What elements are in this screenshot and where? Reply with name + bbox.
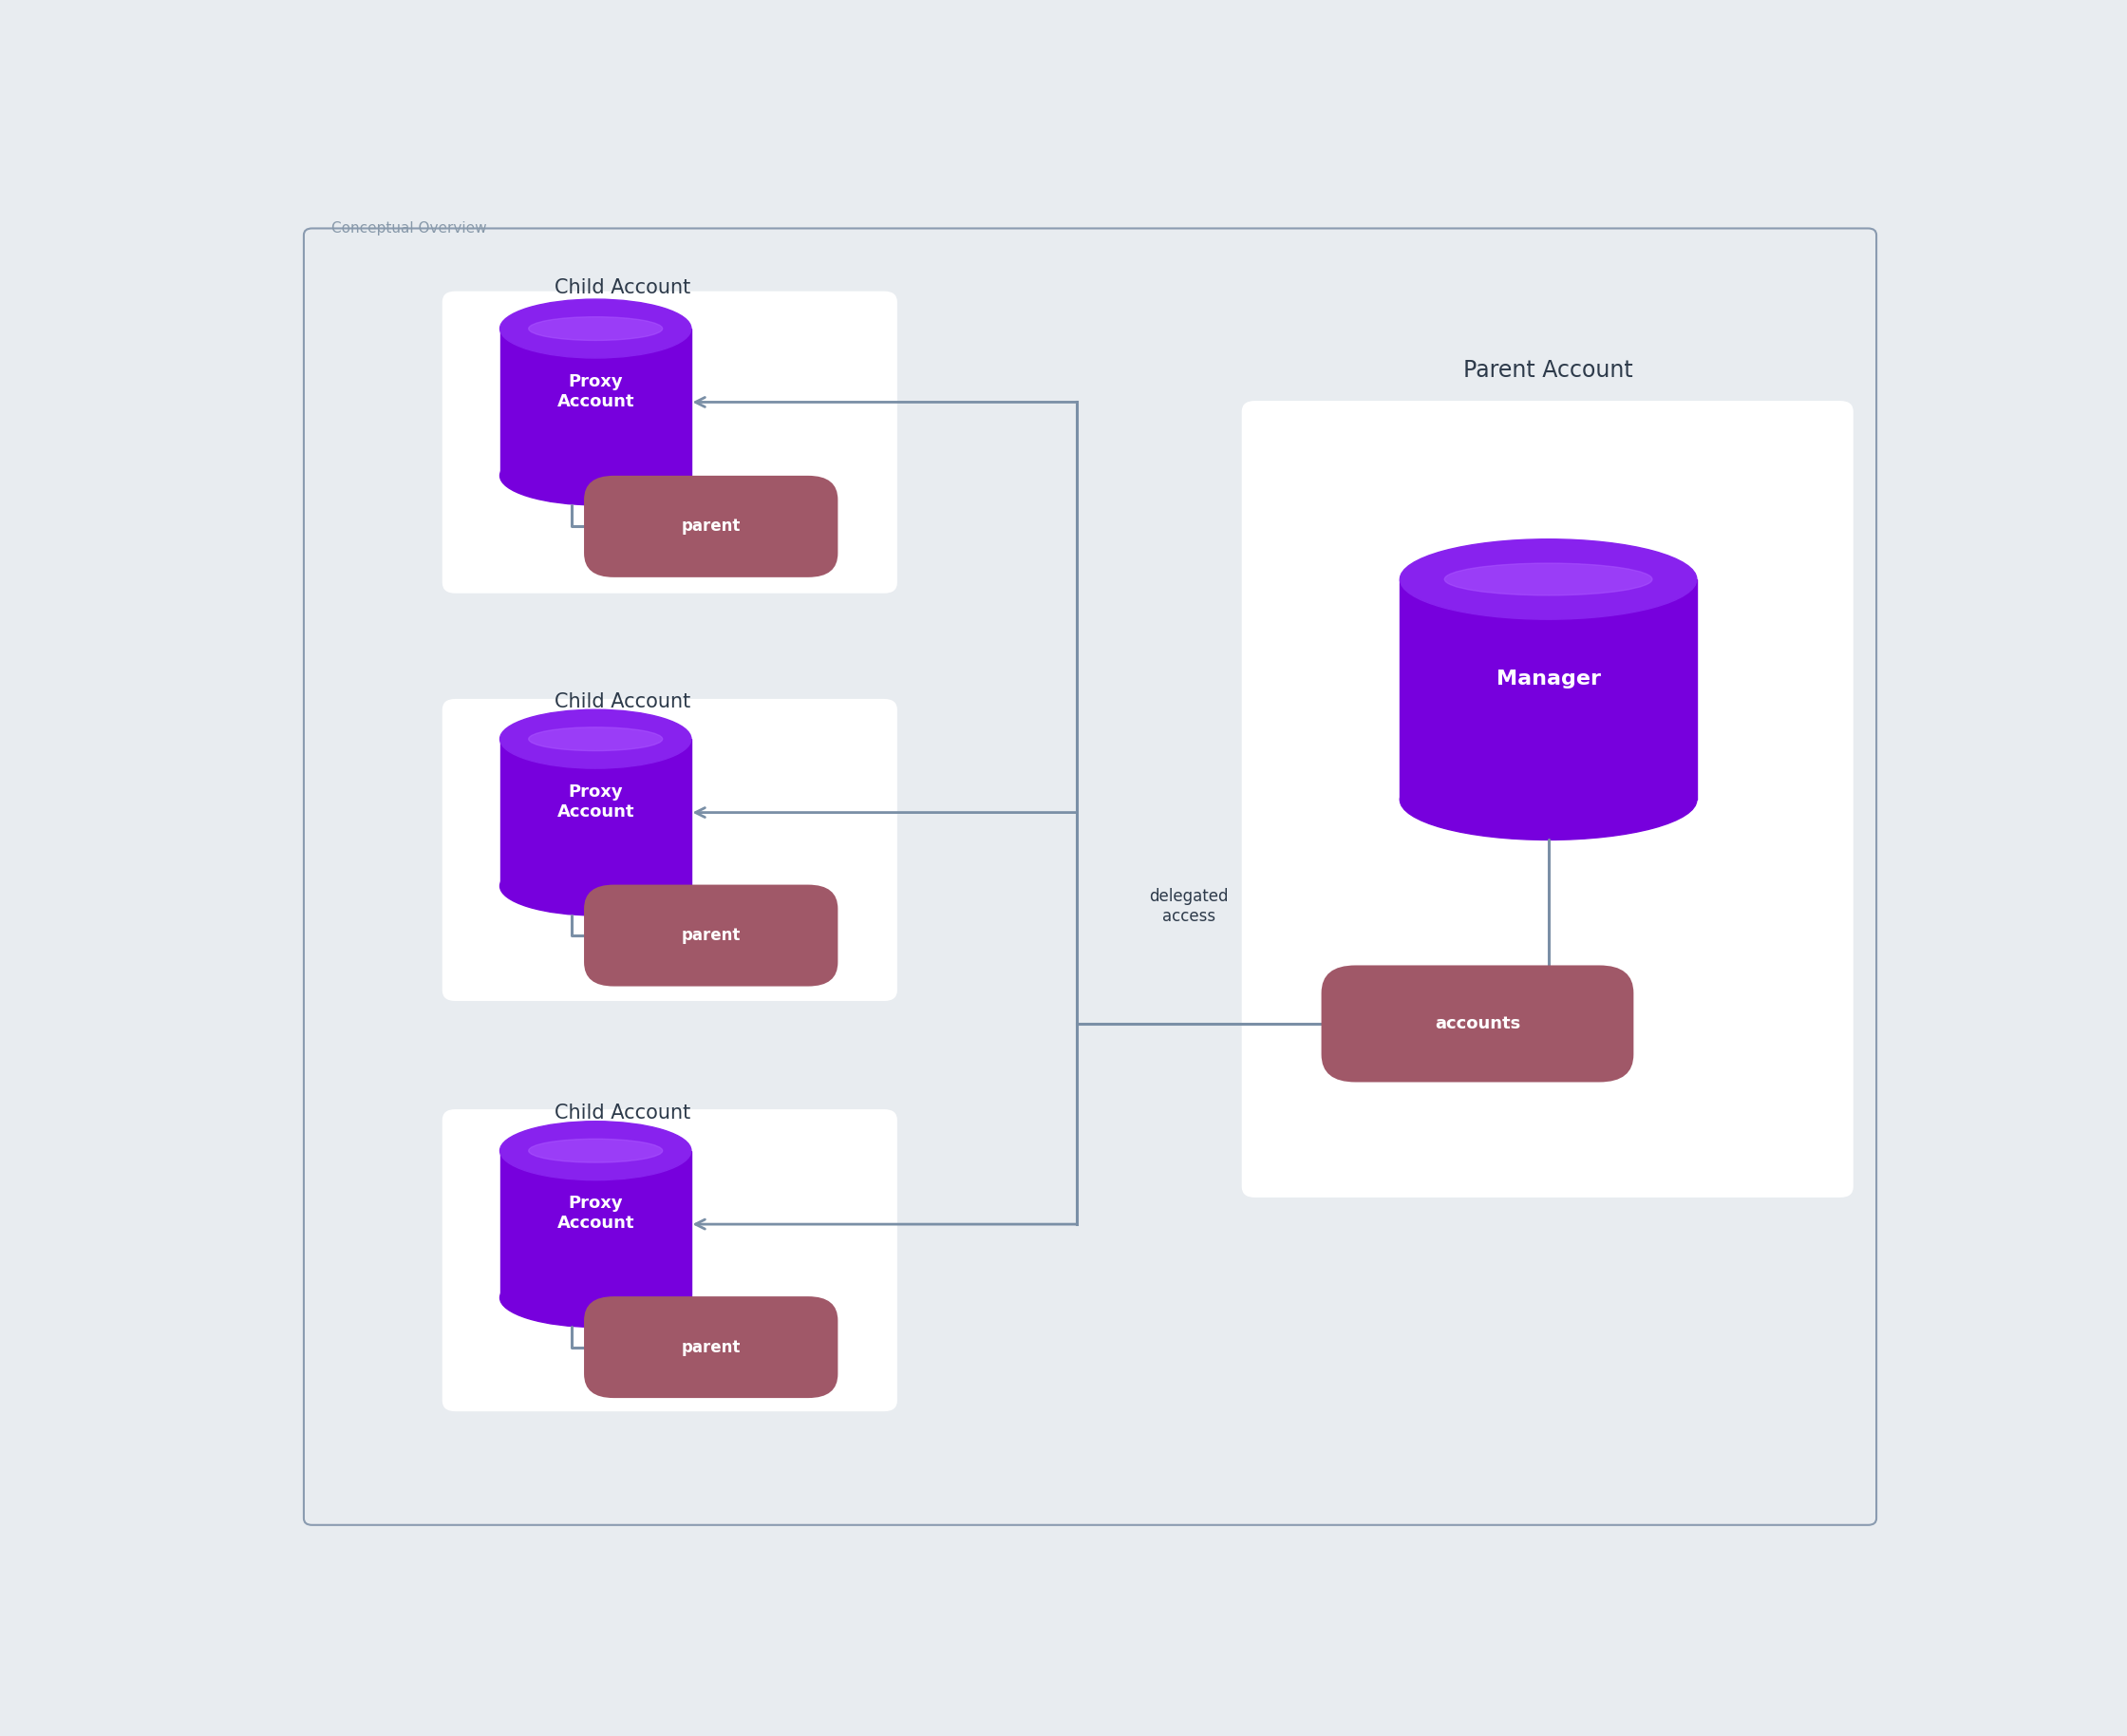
FancyBboxPatch shape bbox=[585, 885, 838, 986]
Ellipse shape bbox=[500, 710, 691, 769]
Ellipse shape bbox=[530, 1139, 661, 1163]
Text: parent: parent bbox=[681, 517, 740, 535]
Text: delegated
access: delegated access bbox=[1149, 887, 1229, 925]
Bar bbox=[500, 740, 691, 885]
FancyBboxPatch shape bbox=[304, 229, 1876, 1524]
Text: parent: parent bbox=[681, 1338, 740, 1356]
FancyBboxPatch shape bbox=[585, 1297, 838, 1397]
Ellipse shape bbox=[500, 299, 691, 358]
FancyBboxPatch shape bbox=[1242, 401, 1853, 1198]
Text: Child Account: Child Account bbox=[555, 278, 691, 297]
Text: Child Account: Child Account bbox=[555, 1104, 691, 1123]
Ellipse shape bbox=[500, 856, 691, 915]
FancyBboxPatch shape bbox=[1321, 965, 1634, 1082]
Text: Manager: Manager bbox=[1495, 670, 1602, 689]
FancyBboxPatch shape bbox=[442, 1109, 898, 1411]
Text: Child Account: Child Account bbox=[555, 693, 691, 712]
Ellipse shape bbox=[1444, 562, 1653, 595]
Ellipse shape bbox=[530, 318, 661, 340]
Bar bbox=[1400, 580, 1697, 800]
Ellipse shape bbox=[1400, 760, 1697, 840]
Text: parent: parent bbox=[681, 927, 740, 944]
Ellipse shape bbox=[500, 1269, 691, 1326]
FancyBboxPatch shape bbox=[442, 700, 898, 1002]
FancyBboxPatch shape bbox=[585, 476, 838, 578]
FancyBboxPatch shape bbox=[442, 292, 898, 594]
Text: Proxy
Account: Proxy Account bbox=[557, 373, 634, 410]
Text: Parent Account: Parent Account bbox=[1463, 359, 1634, 382]
Text: Proxy
Account: Proxy Account bbox=[557, 1194, 634, 1233]
Ellipse shape bbox=[530, 727, 661, 750]
Bar bbox=[500, 1151, 691, 1299]
Ellipse shape bbox=[500, 446, 691, 505]
Bar bbox=[500, 328, 691, 476]
Text: accounts: accounts bbox=[1434, 1016, 1521, 1033]
Ellipse shape bbox=[1400, 540, 1697, 620]
Text: Proxy
Account: Proxy Account bbox=[557, 783, 634, 819]
Ellipse shape bbox=[500, 1121, 691, 1180]
Text: Conceptual Overview: Conceptual Overview bbox=[332, 222, 487, 236]
